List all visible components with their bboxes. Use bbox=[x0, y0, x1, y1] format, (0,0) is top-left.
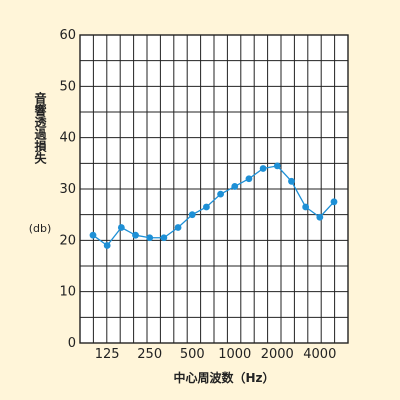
data-point bbox=[103, 242, 111, 249]
y-tick-labels: 0 10 20 30 40 50 60 bbox=[59, 28, 76, 351]
data-point bbox=[259, 165, 267, 172]
x-axis-label: 中心周波数（Hz） bbox=[173, 370, 274, 385]
data-point bbox=[231, 183, 239, 190]
y-tick-label: 0 bbox=[68, 336, 76, 351]
data-point bbox=[302, 203, 310, 211]
data-point bbox=[217, 190, 224, 198]
x-tick-labels: 125 250 500 1000 2000 4000 bbox=[95, 347, 337, 362]
data-point bbox=[203, 203, 210, 211]
data-point bbox=[174, 224, 182, 231]
data-point bbox=[273, 162, 281, 170]
x-tick-label: 4000 bbox=[303, 347, 336, 362]
x-tick-label: 500 bbox=[180, 347, 205, 362]
data-point bbox=[245, 175, 253, 183]
y-tick-label: 10 bbox=[59, 285, 76, 300]
plot-border bbox=[79, 34, 349, 344]
data-point bbox=[117, 224, 125, 231]
data-point bbox=[160, 234, 168, 242]
series bbox=[89, 162, 338, 249]
y-tick-label: 30 bbox=[59, 182, 76, 197]
y-axis-label: 音響透過損失 bbox=[33, 91, 47, 165]
data-point bbox=[288, 177, 295, 185]
y-tick-label: 60 bbox=[59, 28, 76, 43]
data-point bbox=[132, 231, 139, 239]
data-point bbox=[89, 231, 97, 239]
y-tick-label: 40 bbox=[59, 131, 76, 146]
y-tick-label: 20 bbox=[59, 233, 76, 248]
x-tick-label: 125 bbox=[95, 347, 120, 362]
axes bbox=[79, 34, 349, 344]
data-point bbox=[316, 213, 324, 221]
y-axis-unit: (db) bbox=[29, 222, 52, 235]
data-point bbox=[188, 211, 196, 219]
x-tick-label: 250 bbox=[137, 347, 162, 362]
y-tick-label: 50 bbox=[59, 79, 76, 94]
x-tick-label: 1000 bbox=[218, 347, 251, 362]
data-point bbox=[146, 234, 154, 242]
grid bbox=[80, 35, 348, 343]
data-point bbox=[330, 198, 338, 206]
x-tick-label: 2000 bbox=[261, 347, 294, 362]
